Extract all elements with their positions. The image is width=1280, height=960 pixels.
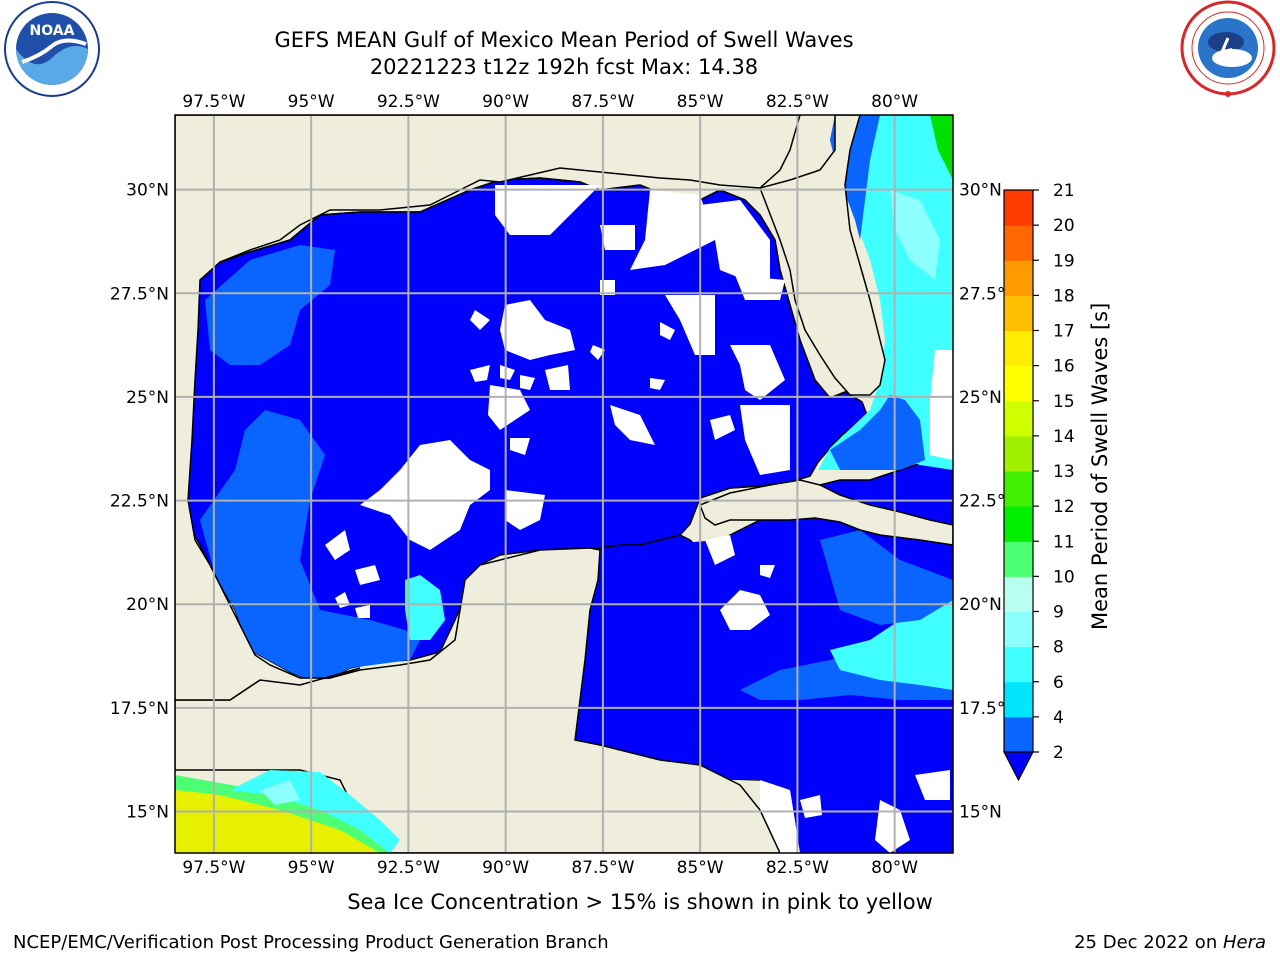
x-tick-top-2: 92.5°W: [377, 92, 440, 112]
colorbar-swatch-20: [1004, 190, 1033, 226]
x-tick-top-7: 80°W: [871, 92, 918, 112]
x-tick-top-0: 97.5°W: [182, 92, 245, 112]
y-ticks-right: 30°N 27.5° 25°N 22.5° 20°N 17.5° 15°N: [959, 181, 1005, 823]
colorbar-tick-label-18: 18: [1053, 286, 1075, 306]
colorbar-tick-label-20: 20: [1053, 216, 1075, 236]
colorbar-swatch-18: [1004, 260, 1033, 296]
atlantic-lightblue: [890, 190, 940, 280]
footer-date-text: 25 Dec 2022 on: [1074, 932, 1223, 953]
footer-host: Hera: [1222, 932, 1266, 953]
y-tick-left-1: 27.5°N: [110, 284, 169, 304]
nws-logo: [1176, 0, 1280, 100]
x-tick-bottom-4: 87.5°W: [571, 858, 634, 878]
y-tick-right-2: 25°N: [959, 388, 1002, 408]
mexico-west-land: [175, 115, 801, 701]
x-tick-top-4: 87.5°W: [571, 92, 634, 112]
y-ticks-left: 30°N 27.5°N 25°N 22.5°N 20°N 17.5°N 15°N: [110, 181, 169, 823]
map-gridlines: [175, 115, 953, 853]
colorbar-tick-label-14: 14: [1053, 427, 1075, 447]
colorbar-swatch-2: [1004, 716, 1033, 753]
y-tick-right-0: 30°N: [959, 181, 1002, 201]
y-tick-left-6: 15°N: [126, 803, 169, 823]
chart-subtitle: 20221223 t12z 192h fcst Max: 14.38: [369, 55, 759, 79]
colorbar-tick-label-12: 12: [1053, 497, 1075, 517]
colorbar-swatch-13: [1004, 435, 1033, 472]
x-tick-bottom-6: 82.5°W: [766, 858, 829, 878]
colorbar-swatch-19: [1004, 225, 1033, 261]
x-ticks-top: 97.5°W 95°W 92.5°W 90°W 87.5°W 85°W 82.5°W 80°W: [182, 92, 918, 112]
atlantic-green: [930, 115, 953, 180]
x-ticks-bottom: 97.5°W 95°W 92.5°W 90°W 87.5°W 85°W 82.5°W 80°W: [182, 858, 918, 878]
colorbar-label: Mean Period of Swell Waves [s]: [1088, 302, 1112, 630]
colorbar-extend-min: [1003, 751, 1034, 782]
colorbar-swatch-17: [1004, 295, 1033, 331]
noaa-logo-text: NOAA: [30, 23, 75, 39]
pacific-white: [260, 780, 300, 805]
colorbar-tick-label-13: 13: [1053, 462, 1075, 482]
colorbar-swatch-15: [1004, 365, 1033, 402]
colorbar-tick-label-11: 11: [1053, 532, 1075, 552]
x-tick-top-3: 90°W: [482, 92, 529, 112]
colorbar-tick-label-16: 16: [1053, 357, 1075, 377]
colorbar-tick-label-19: 19: [1053, 251, 1075, 271]
colorbar-tick-label-21: 21: [1053, 181, 1075, 201]
missing-data-regions: [325, 185, 953, 853]
x-tick-top-1: 95°W: [288, 92, 335, 112]
x-tick-top-6: 82.5°W: [766, 92, 829, 112]
cuba-land: [699, 479, 953, 546]
colorbar-tick-label-4: 4: [1053, 708, 1064, 728]
y-tick-right-3: 22.5°: [959, 492, 1005, 512]
y-tick-right-4: 20°N: [959, 595, 1002, 615]
colorbar-tick-label-10: 10: [1053, 567, 1075, 587]
y-tick-left-5: 17.5°N: [110, 699, 169, 719]
florida-straits-band: [830, 395, 925, 470]
colorbar-swatch-11: [1004, 506, 1033, 542]
colorbar-swatch-12: [1004, 471, 1033, 507]
y-tick-left-2: 25°N: [126, 388, 169, 408]
chart-title: GEFS MEAN Gulf of Mexico Mean Period of …: [274, 28, 854, 52]
x-tick-bottom-1: 95°W: [288, 858, 335, 878]
colorbar: 2 4 6 8 9 10 11 12 13 14 15 16 17 18 19 20 21: [1003, 181, 1075, 782]
colorbar-swatch-16: [1004, 330, 1033, 367]
y-tick-left-4: 20°N: [126, 595, 169, 615]
colorbar-tick-label-17: 17: [1053, 322, 1075, 342]
colorbar-swatch-14: [1004, 400, 1033, 437]
caribbean-east-band: [820, 530, 953, 625]
footer-date: 25 Dec 2022 on Hera: [1074, 932, 1266, 953]
x-tick-bottom-5: 85°W: [677, 858, 724, 878]
west-gulf-band2: [200, 410, 420, 684]
colorbar-tick-label-9: 9: [1053, 603, 1064, 623]
colorbar-tick-label-15: 15: [1053, 392, 1075, 412]
sea-ice-note: Sea Ice Concentration > 15% is shown in …: [347, 890, 933, 914]
pacific-yellow: [175, 780, 380, 853]
colorbar-swatch-4: [1004, 681, 1033, 718]
colorbar-swatch-6: [1004, 646, 1033, 683]
footer-credit: NCEP/EMC/Verification Post Processing Pr…: [13, 932, 609, 953]
y-tick-right-6: 15°N: [959, 803, 1002, 823]
colorbar-swatch-8: [1004, 611, 1033, 648]
colorbar-swatch-10: [1004, 541, 1033, 577]
x-tick-bottom-0: 97.5°W: [182, 858, 245, 878]
colorbar-swatch-9: [1004, 576, 1033, 612]
map-frame: [174, 114, 954, 854]
west-gulf-band: [205, 245, 335, 365]
x-tick-bottom-7: 80°W: [871, 858, 918, 878]
x-tick-bottom-2: 92.5°W: [377, 858, 440, 878]
y-tick-left-0: 30°N: [126, 181, 169, 201]
y-tick-right-1: 27.5°: [959, 284, 1005, 304]
y-tick-left-3: 22.5°N: [110, 492, 169, 512]
x-tick-bottom-3: 90°W: [482, 858, 529, 878]
colorbar-tick-label-8: 8: [1053, 638, 1064, 658]
x-tick-top-5: 85°W: [677, 92, 724, 112]
colorbar-tick-label-6: 6: [1053, 673, 1064, 693]
pacific-green: [175, 775, 390, 853]
colorbar-tick-label-2: 2: [1053, 743, 1064, 763]
y-tick-right-5: 17.5°: [959, 699, 1005, 719]
florida-land: [759, 115, 886, 396]
campeche-cyan: [405, 575, 445, 640]
noaa-logo: NOAA: [0, 0, 105, 100]
